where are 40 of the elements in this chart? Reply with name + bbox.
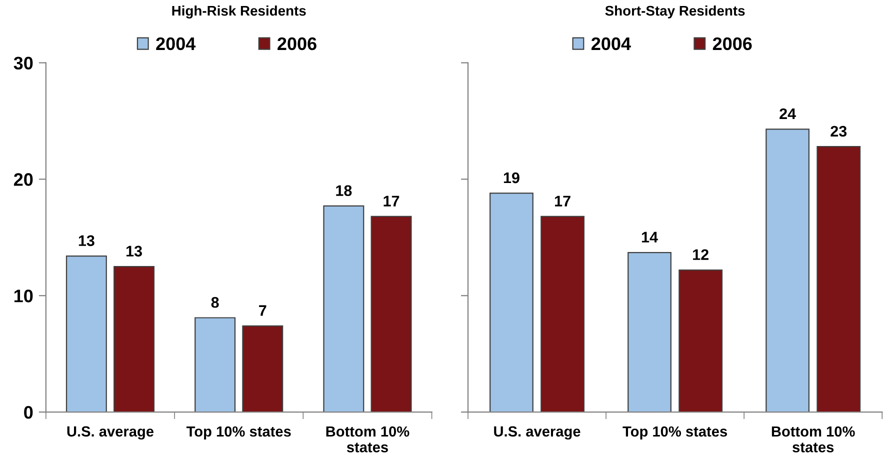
legend-label: 2006 <box>278 37 316 50</box>
bar <box>370 216 412 412</box>
bar <box>114 266 155 412</box>
x-tick-label: Bottom 10% states <box>326 426 410 452</box>
data-label: 14 <box>642 232 658 242</box>
bar <box>490 192 534 412</box>
data-label: 18 <box>336 185 352 196</box>
data-label: 13 <box>126 246 142 257</box>
x-tick-label: U.S. average <box>67 426 154 440</box>
data-label: 24 <box>780 108 796 120</box>
x-tick-label: Bottom 10% states <box>772 426 855 452</box>
x-tick-label: Top 10% states <box>186 426 291 440</box>
data-label: 23 <box>830 126 847 137</box>
bar <box>816 146 861 412</box>
x-tick-label: Top 10% states <box>622 426 728 440</box>
y-tick-label: 30 <box>14 56 33 70</box>
bar <box>194 317 236 412</box>
data-label: 19 <box>504 172 520 184</box>
y-tick-label: 0 <box>24 406 33 419</box>
data-label: 12 <box>693 249 708 260</box>
data-label: 13 <box>78 235 94 246</box>
bar <box>540 216 584 412</box>
data-label: 7 <box>259 305 266 316</box>
bar <box>242 325 284 412</box>
bar <box>678 269 723 412</box>
bar <box>66 255 107 412</box>
chart-title: Short-Stay Residents <box>605 5 745 18</box>
legend-label: 2006 <box>712 37 752 50</box>
y-tick-label: 20 <box>14 173 33 186</box>
bar <box>323 205 364 412</box>
data-label: 8 <box>211 296 219 308</box>
y-tick-label: 10 <box>14 290 33 302</box>
x-tick-label: U.S. average <box>494 426 580 440</box>
bar <box>628 252 672 412</box>
chart-title: High-Risk Residents <box>172 5 306 18</box>
data-label: 17 <box>555 196 570 206</box>
bar <box>766 128 810 412</box>
legend-label: 2004 <box>156 37 196 50</box>
data-label: 17 <box>384 196 400 206</box>
legend-label: 2004 <box>591 37 631 50</box>
